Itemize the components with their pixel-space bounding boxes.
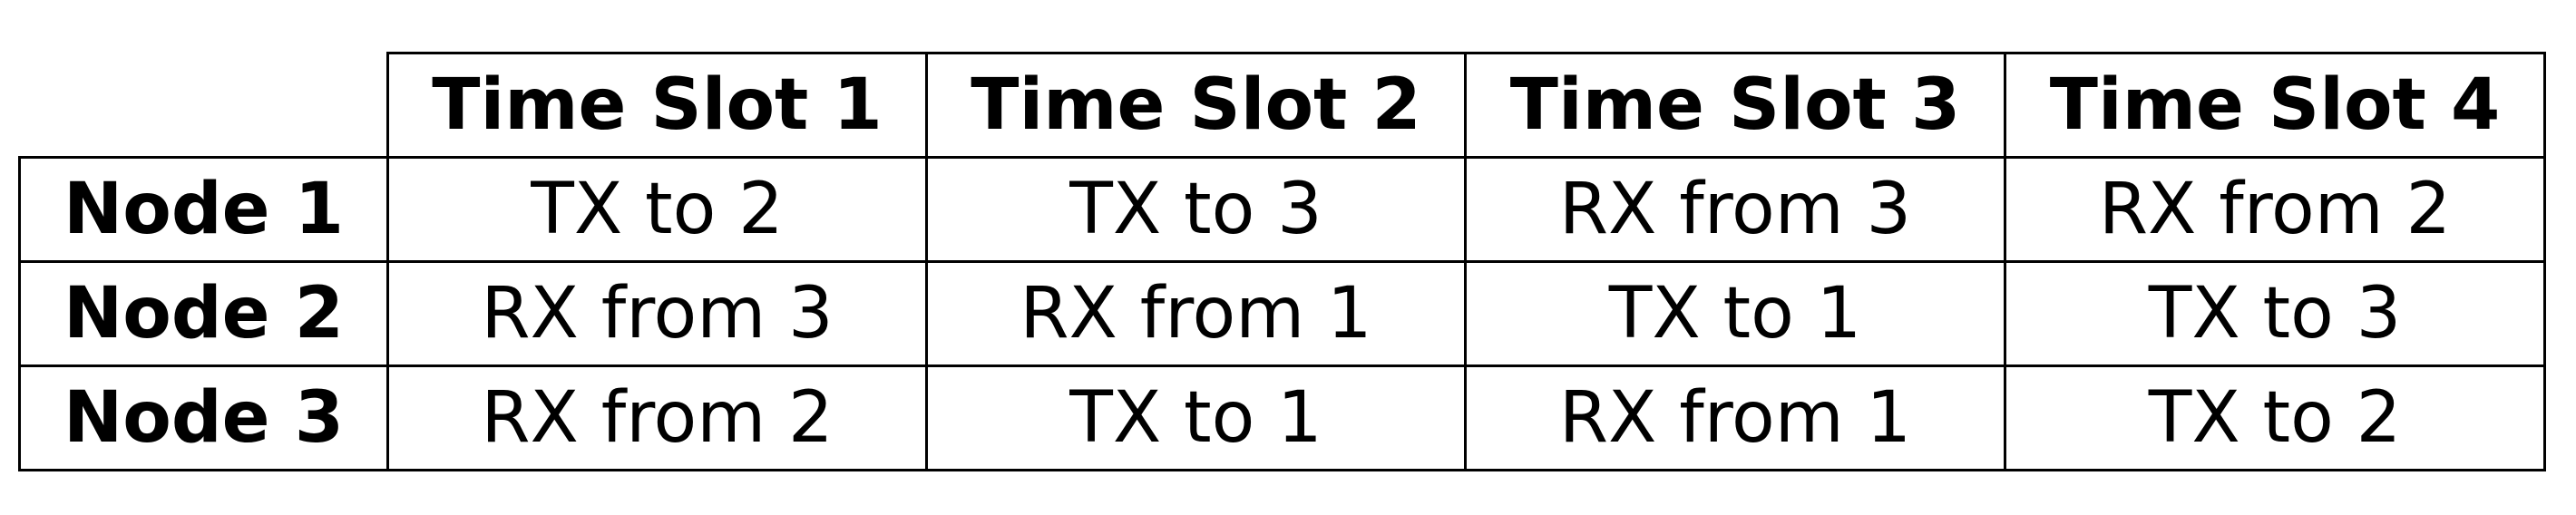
column-header-time-slot-1: Time Slot 1 bbox=[386, 52, 928, 159]
table-cell: TX to 2 bbox=[386, 156, 928, 263]
column-header-time-slot-3: Time Slot 3 bbox=[1464, 52, 2006, 159]
table-cell: RX from 3 bbox=[386, 260, 928, 367]
table-row: Node 3 RX from 2 TX to 1 RX from 1 TX to… bbox=[18, 364, 2546, 471]
row-header-node-3: Node 3 bbox=[18, 364, 389, 471]
table-cell: RX from 1 bbox=[1464, 364, 2006, 471]
row-header-node-1: Node 1 bbox=[18, 156, 389, 263]
table-cell: TX to 3 bbox=[925, 156, 1467, 263]
table-row: Node 2 RX from 3 RX from 1 TX to 1 TX to… bbox=[18, 260, 2546, 367]
table-cell: RX from 3 bbox=[1464, 156, 2006, 263]
header-row: Time Slot 1 Time Slot 2 Time Slot 3 Time… bbox=[19, 52, 2546, 159]
column-header-time-slot-2: Time Slot 2 bbox=[925, 52, 1467, 159]
table-cell: TX to 3 bbox=[2004, 260, 2546, 367]
table-cell: RX from 2 bbox=[386, 364, 928, 471]
corner-cell bbox=[19, 53, 389, 159]
table-cell: RX from 2 bbox=[2004, 156, 2546, 263]
table-cell: RX from 1 bbox=[925, 260, 1467, 367]
table-row: Node 1 TX to 2 TX to 3 RX from 3 RX from… bbox=[18, 156, 2546, 263]
column-header-time-slot-4: Time Slot 4 bbox=[2004, 52, 2546, 159]
table-cell: TX to 2 bbox=[2004, 364, 2546, 471]
row-header-node-2: Node 2 bbox=[18, 260, 389, 367]
schedule-table: Time Slot 1 Time Slot 2 Time Slot 3 Time… bbox=[18, 52, 2546, 471]
table-cell: TX to 1 bbox=[925, 364, 1467, 471]
table-cell: TX to 1 bbox=[1464, 260, 2006, 367]
